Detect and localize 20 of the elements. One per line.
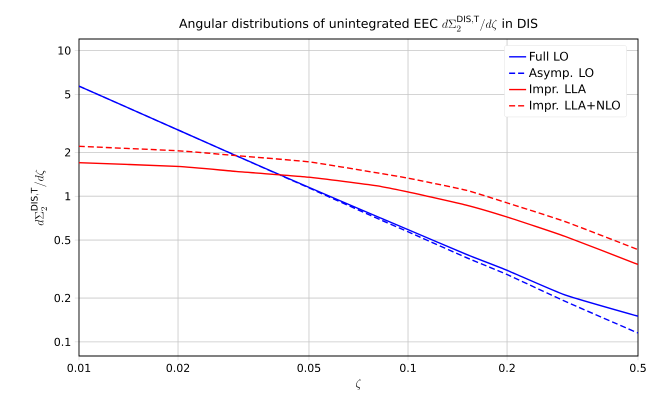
y-axis-title: $d\Sigma_2^{\mathrm{DIS,T}}/d\zeta$ (30, 170, 47, 226)
y-tick-label: 2 (65, 148, 70, 156)
legend-label: Full LO (530, 52, 568, 61)
x-tick-label: 0.5 (630, 364, 646, 372)
x-tick-label: 0.02 (166, 364, 190, 372)
chart-title: $\text{Angular distributions of unintegrated EEC }d\Sigma_2^{\mathrm{DIS,T}}/d\zeta\text{ in DIS}$ (179, 16, 538, 32)
x-tick-label: 0.05 (297, 364, 320, 372)
y-tick-label: 10 (58, 46, 70, 55)
x-tick-label: 0.1 (400, 364, 416, 372)
legend-label: Impr. LLA+NLO (530, 100, 620, 112)
x-axis-title: $\zeta$ (356, 378, 362, 390)
y-tick-label: 5 (65, 90, 70, 98)
y-tick-label: 0.5 (54, 236, 70, 244)
legend-label: Impr. LLA (530, 84, 586, 96)
y-tick-label: 1 (65, 192, 70, 200)
x-tick-label: 0.2 (499, 364, 515, 372)
y-tick-label: 0.2 (54, 294, 70, 302)
y-tick-label: 0.1 (54, 338, 70, 346)
x-tick-label: 0.01 (68, 364, 90, 372)
legend-label: Asymp. LO (528, 68, 594, 80)
